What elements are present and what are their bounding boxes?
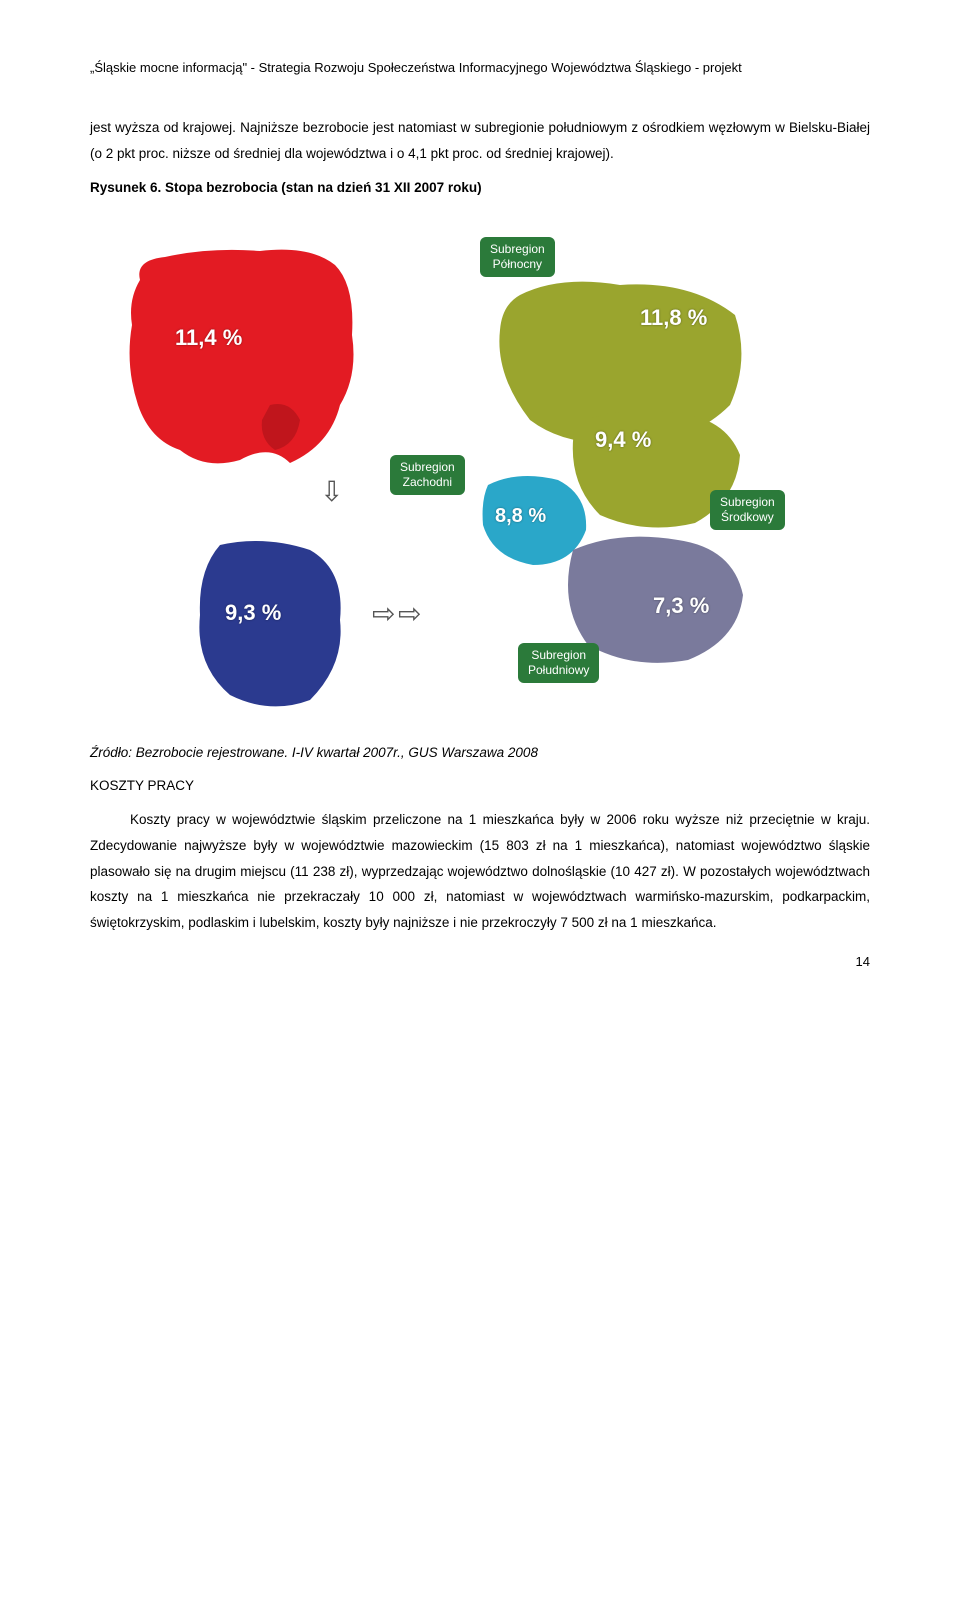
paragraph-intro: jest wyższa od krajowej. Najniższe bezro… xyxy=(90,115,870,166)
slaskie-small-pct: 9,3 % xyxy=(225,600,281,626)
figure-caption: Rysunek 6. Stopa bezrobocia (stan na dzi… xyxy=(90,180,870,195)
srodkowy-pct: 9,4 % xyxy=(595,427,651,453)
section-title: KOSZTY PRACY xyxy=(90,778,870,793)
page-number: 14 xyxy=(856,954,870,969)
page: „Śląskie mocne informacją" - Strategia R… xyxy=(0,0,960,989)
map-poland xyxy=(120,245,360,475)
label-zachodni: SubregionZachodni xyxy=(390,455,465,495)
label-zachodni-text: SubregionZachodni xyxy=(400,460,455,489)
label-poludniowy-text: SubregionPołudniowy xyxy=(528,648,589,677)
polnocny-pct: 11,8 % xyxy=(640,305,707,331)
poland-shape-icon xyxy=(120,245,360,475)
label-srodkowy: SubregionŚrodkowy xyxy=(710,490,785,530)
arrow-down-icon: ⇩ xyxy=(320,475,343,508)
label-polnocny-text: SubregionPółnocny xyxy=(490,242,545,271)
figure-source: Źródło: Bezrobocie rejestrowane. I-IV kw… xyxy=(90,745,870,760)
label-poludniowy: SubregionPołudniowy xyxy=(518,643,599,683)
label-srodkowy-text: SubregionŚrodkowy xyxy=(720,495,775,524)
arrow-right2-icon: ⇨ xyxy=(398,597,421,630)
figure-map: 11,4 % ⇩ SubregionPółnocny 11,8 % 9,4 % … xyxy=(90,205,870,725)
paragraph-body: Koszty pracy w województwie śląskim prze… xyxy=(90,807,870,935)
running-header: „Śląskie mocne informacją" - Strategia R… xyxy=(90,60,870,75)
poludniowy-pct: 7,3 % xyxy=(653,593,709,619)
poland-pct: 11,4 % xyxy=(175,325,242,351)
zachodni-pct: 8,8 % xyxy=(495,505,546,528)
arrow-right-icon: ⇨ xyxy=(372,597,395,630)
label-polnocny: SubregionPółnocny xyxy=(480,237,555,277)
